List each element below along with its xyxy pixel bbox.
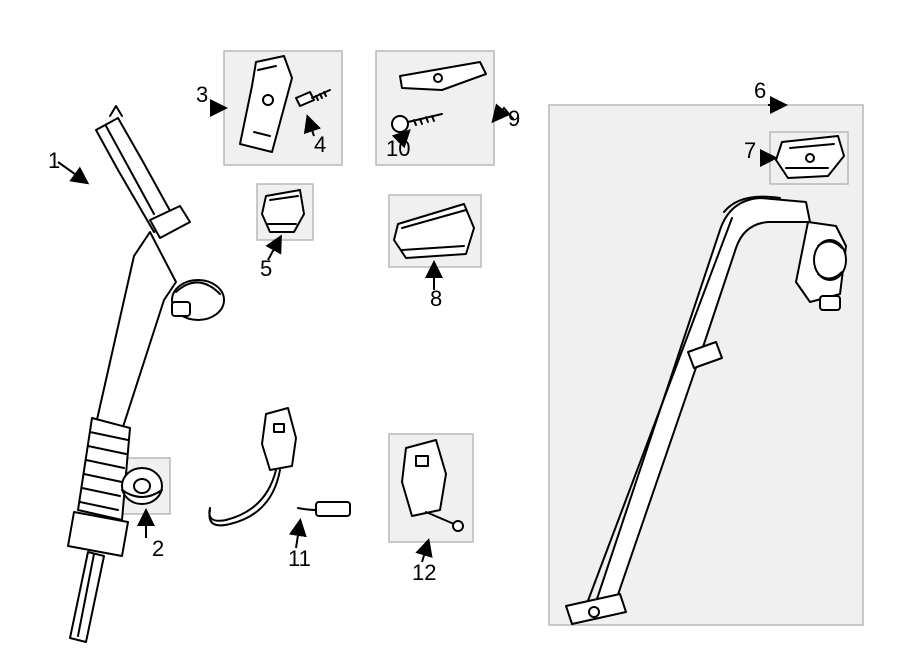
callout-label-9: 9 [508, 106, 520, 131]
callout-label-4: 4 [314, 132, 326, 157]
callout-label-3: 3 [196, 82, 208, 107]
callout-label-10: 10 [386, 136, 410, 161]
callout-label-12: 12 [412, 560, 436, 585]
callout-label-1: 1 [48, 148, 60, 173]
part-bolt-cap [122, 468, 162, 504]
callout-label-5: 5 [260, 256, 272, 281]
callout-label-6: 6 [754, 78, 766, 103]
callout-label-8: 8 [430, 286, 442, 311]
part-front-seat-belt-retractor [68, 106, 224, 642]
callout-label-2: 2 [152, 536, 164, 561]
part-buckle-end-outer [209, 408, 350, 525]
part-d-ring-cover [262, 190, 304, 232]
parts-diagram: 123456789101112 [0, 0, 900, 662]
callout-label-7: 7 [744, 138, 756, 163]
callout-label-11: 11 [288, 546, 311, 571]
